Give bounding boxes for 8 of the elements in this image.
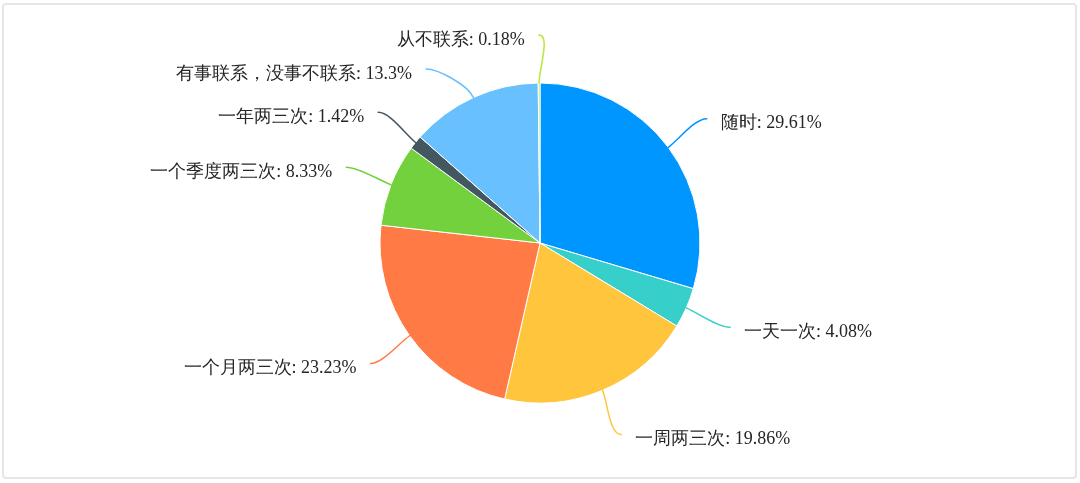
slice-label: 一天一次: 4.08% <box>744 321 873 342</box>
slice-label: 一个季度两三次: 8.33% <box>150 160 333 181</box>
slice-label: 一年两三次: 1.42% <box>218 106 365 127</box>
slice-label: 从不联系: 0.18% <box>396 28 525 49</box>
slice-label: 一个月两三次: 23.23% <box>183 357 357 378</box>
slice-label: 随时: 29.61% <box>720 112 822 133</box>
slice-label: 一周两三次: 19.86% <box>635 428 791 449</box>
slice-label: 有事联系，没事不联系: 13.3% <box>176 62 413 83</box>
